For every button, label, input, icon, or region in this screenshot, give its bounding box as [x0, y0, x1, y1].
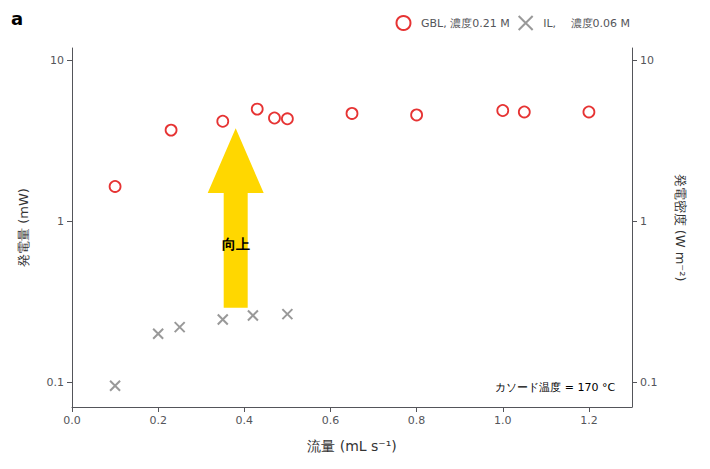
svg-text:a: a	[11, 8, 23, 29]
svg-text:GBL, 濃度0.21 M: GBL, 濃度0.21 M	[421, 17, 510, 30]
svg-text:0.4: 0.4	[236, 414, 254, 427]
svg-text:0.0: 0.0	[63, 414, 81, 427]
svg-text:0.8: 0.8	[408, 414, 426, 427]
svg-text:カソード温度 = 170 °C: カソード温度 = 170 °C	[495, 381, 615, 394]
svg-text:向上: 向上	[222, 236, 250, 252]
svg-text:IL, 濃度0.06 M: IL, 濃度0.06 M	[543, 17, 630, 30]
svg-text:1: 1	[640, 215, 647, 228]
svg-text:流量 (mL s⁻¹): 流量 (mL s⁻¹)	[307, 438, 397, 454]
svg-text:0.1: 0.1	[47, 376, 65, 389]
svg-text:1: 1	[57, 215, 64, 228]
svg-text:0.1: 0.1	[640, 376, 658, 389]
svg-text:10: 10	[50, 54, 64, 67]
svg-text:1.2: 1.2	[580, 414, 598, 427]
svg-text:発電量 (mW): 発電量 (mW)	[16, 188, 31, 267]
svg-text:0.2: 0.2	[149, 414, 167, 427]
svg-text:0.6: 0.6	[322, 414, 340, 427]
svg-text:10: 10	[640, 54, 654, 67]
svg-text:発電密度 (W m⁻²): 発電密度 (W m⁻²)	[673, 174, 688, 282]
svg-text:1.0: 1.0	[494, 414, 512, 427]
